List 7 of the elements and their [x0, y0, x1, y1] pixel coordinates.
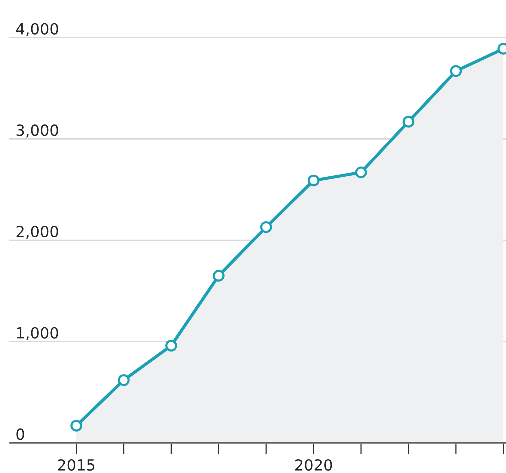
x-tick-label: 2020	[295, 459, 332, 471]
y-tick-label: 1,000	[17, 327, 58, 340]
y-tick-label: 4,000	[16, 23, 58, 36]
x-tick-label: 2015	[58, 459, 95, 471]
y-tick-label: 2,000	[16, 226, 58, 240]
y-tick-label: 0	[16, 428, 24, 440]
y-tick-label: 3,000	[16, 124, 58, 138]
